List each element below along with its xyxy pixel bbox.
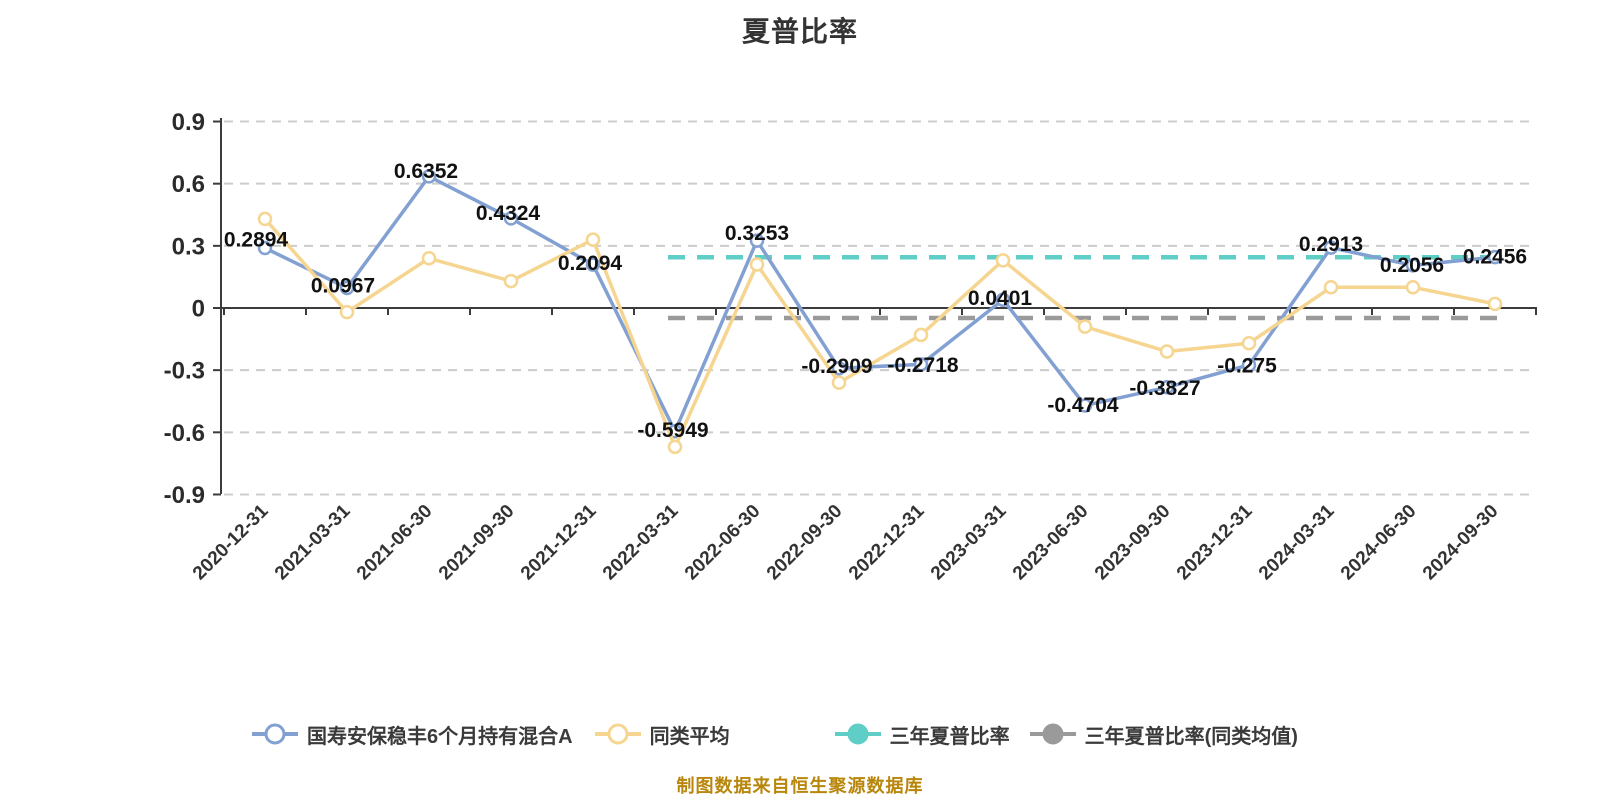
data-point bbox=[1405, 280, 1421, 295]
gridlines bbox=[224, 120, 1536, 496]
x-axis-label: 2022-03-31 bbox=[599, 500, 683, 584]
data-point bbox=[339, 304, 355, 320]
legend-label: 同类平均 bbox=[649, 725, 730, 748]
x-axis-label: 2023-09-30 bbox=[1091, 501, 1175, 585]
data-point bbox=[831, 375, 847, 390]
data-label: 0.2056 bbox=[1380, 254, 1444, 277]
series-0 bbox=[257, 169, 1503, 439]
data-point bbox=[585, 232, 601, 247]
legend-label: 国寿安保稳丰6个月持有混合A bbox=[307, 725, 573, 748]
data-point bbox=[1077, 398, 1093, 413]
y-axis-label: -0.9 bbox=[164, 482, 205, 509]
data-point bbox=[749, 233, 765, 248]
data-label: 0.6352 bbox=[394, 160, 458, 183]
data-point bbox=[995, 253, 1011, 268]
data-point bbox=[913, 327, 929, 343]
x-axis-label: 2021-09-30 bbox=[435, 501, 519, 585]
data-label: -0.275 bbox=[1217, 354, 1277, 377]
x-axis-label: 2023-06-30 bbox=[1009, 501, 1093, 585]
x-axis-label: 2021-12-31 bbox=[517, 500, 601, 584]
data-point bbox=[1487, 249, 1503, 265]
data-label: -0.2909 bbox=[801, 355, 872, 378]
data-point bbox=[503, 211, 519, 226]
data-label: -0.3827 bbox=[1129, 377, 1200, 400]
data-point bbox=[421, 169, 437, 184]
legend-label: 三年夏普比率 bbox=[889, 725, 1010, 748]
legend-marker-dot bbox=[1029, 723, 1076, 745]
data-point bbox=[1159, 344, 1175, 359]
x-axis-label: 2020-12-31 bbox=[189, 500, 273, 584]
data-label: 0.3253 bbox=[725, 222, 789, 245]
legend-marker-ring bbox=[594, 723, 641, 745]
data-label: 0.0967 bbox=[311, 274, 375, 297]
data-point bbox=[1405, 258, 1421, 273]
data-label: 0.0401 bbox=[968, 287, 1033, 310]
data-point bbox=[1159, 380, 1175, 395]
data-point bbox=[257, 240, 273, 256]
x-axis-label: 2024-03-31 bbox=[1255, 500, 1339, 584]
series-line-0 bbox=[263, 174, 1497, 434]
chart-title: 夏普比率 bbox=[741, 16, 858, 47]
data-point bbox=[339, 280, 355, 296]
series-line-1 bbox=[263, 217, 1497, 449]
data-point bbox=[585, 257, 601, 272]
data-point bbox=[667, 439, 683, 455]
data-label: 0.4324 bbox=[476, 202, 541, 225]
x-axis-label: 2022-06-30 bbox=[681, 501, 765, 585]
x-axis-labels: 2020-12-312021-03-312021-06-302021-09-30… bbox=[189, 500, 1503, 584]
x-axis-label: 2022-12-31 bbox=[845, 500, 929, 584]
y-axis-label: -0.6 bbox=[164, 420, 205, 447]
data-label: -0.5949 bbox=[637, 419, 708, 442]
legend-item-1[interactable]: 同类平均 bbox=[594, 720, 730, 749]
data-labels: 0.2894 0.0967 0.6352 0.4324 0.2094 -0.5949 0.3… bbox=[224, 160, 1527, 442]
data-point bbox=[1323, 240, 1339, 255]
legend: 国寿安保稳丰6个月持有混合A 同类平均 三年夏普比率 三年夏普比率(同类均值) bbox=[0, 712, 1575, 756]
x-axis-label: 2021-06-30 bbox=[353, 501, 437, 585]
data-point bbox=[1077, 319, 1093, 334]
y-axis-label: 0.9 bbox=[172, 109, 205, 136]
y-axis-label: -0.3 bbox=[164, 358, 205, 385]
legend-marker-ring bbox=[252, 723, 299, 745]
data-label: 0.2913 bbox=[1299, 233, 1363, 256]
data-label: 0.2894 bbox=[224, 229, 289, 252]
data-point bbox=[1241, 335, 1257, 351]
data-label: -0.4704 bbox=[1047, 394, 1119, 417]
data-point bbox=[831, 361, 847, 376]
legend-item-2[interactable]: 三年夏普比率 bbox=[834, 720, 1010, 749]
x-axis-label: 2021-03-31 bbox=[271, 500, 355, 584]
data-source-note: 制图数据来自恒生聚源数据库 bbox=[676, 776, 924, 796]
data-point bbox=[503, 273, 519, 289]
x-axis-label: 2022-09-30 bbox=[763, 501, 847, 585]
legend-label: 三年夏普比率(同类均值) bbox=[1084, 725, 1298, 748]
x-axis-label: 2024-06-30 bbox=[1337, 501, 1421, 585]
data-point bbox=[995, 292, 1011, 307]
data-point bbox=[1487, 296, 1503, 312]
y-axis-labels: 0.9 0.6 0.3 0 -0.3 -0.6 -0.9 bbox=[164, 109, 205, 509]
data-label: 0.2456 bbox=[1463, 246, 1527, 269]
y-axis-label: 0.3 bbox=[172, 233, 205, 260]
axes bbox=[213, 118, 1537, 496]
x-axis-label: 2023-12-31 bbox=[1173, 500, 1257, 584]
data-point bbox=[257, 211, 273, 227]
x-axis-label: 2023-03-31 bbox=[927, 500, 1011, 584]
data-label: 0.2094 bbox=[558, 252, 623, 275]
y-axis-label: 0 bbox=[192, 296, 205, 323]
data-label: -0.2718 bbox=[887, 354, 959, 377]
series-1 bbox=[257, 211, 1503, 455]
legend-marker-dot bbox=[834, 723, 881, 745]
x-axis-label: 2024-09-30 bbox=[1419, 501, 1503, 585]
data-point bbox=[913, 357, 929, 372]
legend-item-0[interactable]: 国寿安保稳丰6个月持有混合A bbox=[252, 720, 573, 749]
data-point bbox=[1323, 280, 1339, 295]
data-point bbox=[421, 251, 437, 266]
data-point bbox=[749, 257, 765, 272]
data-point bbox=[1241, 357, 1257, 373]
y-axis-label: 0.6 bbox=[172, 171, 205, 198]
legend-item-3[interactable]: 三年夏普比率(同类均值) bbox=[1029, 720, 1298, 749]
